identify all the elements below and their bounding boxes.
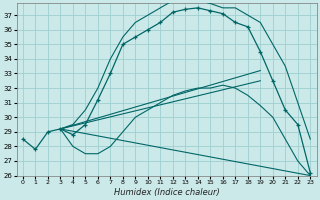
X-axis label: Humidex (Indice chaleur): Humidex (Indice chaleur) bbox=[114, 188, 220, 197]
